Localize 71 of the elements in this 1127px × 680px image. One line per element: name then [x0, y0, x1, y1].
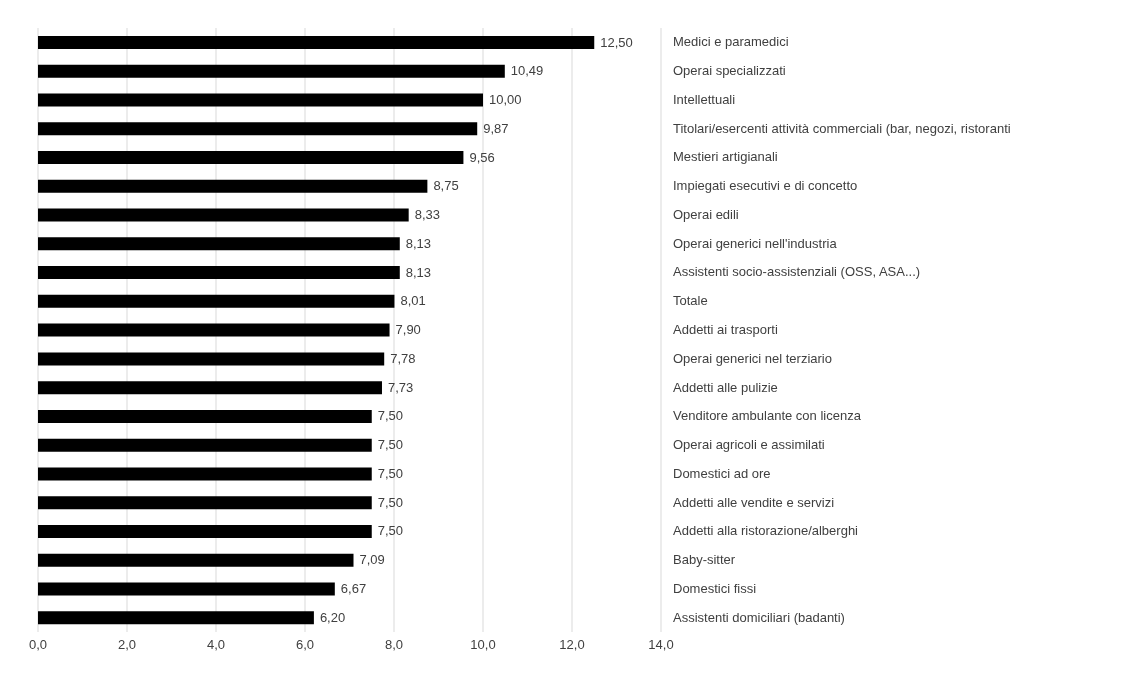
- bar: [38, 553, 354, 567]
- bar: [38, 524, 372, 538]
- data-label: 7,73: [387, 379, 414, 395]
- y-tick-label: Assistenti domiciliari (badanti): [673, 609, 845, 625]
- y-tick-label: Mestieri artigianali: [673, 149, 778, 165]
- data-label: 7,50: [377, 437, 404, 453]
- data-label: 7,09: [359, 552, 385, 568]
- x-tick-label: 4,0: [206, 637, 226, 653]
- y-tick-label: Venditore ambulante con licenza: [673, 408, 862, 424]
- bar: [38, 237, 400, 251]
- y-tick-label: Addetti alle pulizie: [673, 379, 778, 395]
- y-tick-label: Addetti alle vendite e servizi: [673, 494, 835, 510]
- data-label: 9,56: [469, 149, 495, 165]
- y-tick-label: Addetti alla ristorazione/alberghi: [673, 523, 859, 539]
- x-tick-label: 0,0: [28, 637, 48, 653]
- y-tick-label: Operai agricoli e assimilati: [673, 437, 825, 453]
- bar: [38, 64, 505, 78]
- y-tick-label: Medici e paramedici: [673, 34, 789, 50]
- data-label: 9,87: [483, 120, 509, 136]
- data-label: 7,50: [377, 408, 404, 424]
- bar: [38, 323, 390, 337]
- x-tick-label: 2,0: [117, 637, 137, 653]
- y-tick-label: Addetti ai trasporti: [673, 322, 778, 337]
- y-tick-label: Domestici fissi: [673, 580, 757, 596]
- y-tick-label: Intellettuali: [673, 91, 736, 107]
- x-tick-label: 12,0: [559, 637, 585, 653]
- data-label: 8,01: [400, 293, 426, 309]
- data-label: 7,50: [377, 465, 404, 481]
- bar: [38, 381, 382, 395]
- y-tick-label: Operai generici nel terziario: [673, 350, 832, 366]
- y-tick-label: Operai generici nell'industria: [673, 235, 838, 251]
- bar: [38, 611, 314, 625]
- data-label: 6,67: [340, 580, 367, 596]
- y-tick-label: Baby-sitter: [673, 552, 736, 568]
- data-label: 7,78: [390, 350, 416, 366]
- bar: [38, 352, 385, 366]
- y-tick-label: Operai specializzati: [673, 63, 786, 79]
- bar: [38, 36, 595, 49]
- bar: [38, 266, 400, 280]
- y-tick-label: Assistenti socio-assistenziali (OSS, ASA...): [673, 264, 921, 280]
- x-tick-label: 6,0: [295, 637, 315, 653]
- y-tick-label: Operai edili: [673, 206, 739, 222]
- data-label: 8,13: [405, 235, 432, 251]
- bar: [38, 208, 409, 222]
- x-tick-label: 10,0: [470, 637, 496, 653]
- bar: [38, 294, 395, 308]
- bar: [38, 179, 428, 193]
- y-tick-label: Domestici ad ore: [673, 465, 771, 481]
- data-label: 10,00: [489, 92, 522, 108]
- y-tick-label: Titolari/esercenti attività commerciali (bar, negozi, ristoranti: [673, 120, 1011, 136]
- data-label: 10,49: [510, 63, 544, 79]
- data-label: 8,75: [433, 178, 459, 194]
- data-label: 7,50: [377, 494, 404, 510]
- bar: [38, 467, 372, 481]
- data-label: 7,90: [395, 322, 421, 338]
- bar: [38, 496, 372, 510]
- data-label: 7,50: [377, 523, 404, 539]
- data-label: 12,50: [600, 34, 633, 50]
- y-tick-label: Impiegati esecutivi e di concetto: [673, 178, 858, 194]
- data-label: 8,13: [405, 264, 432, 280]
- y-tick-label: Totale: [673, 293, 708, 309]
- data-label: 6,20: [319, 609, 346, 625]
- bar: [38, 438, 372, 452]
- x-tick-label: 14,0: [648, 637, 674, 653]
- x-tick-label: 8,0: [384, 637, 404, 653]
- bar: [38, 122, 478, 136]
- data-label: 8,33: [414, 207, 440, 223]
- bar: [38, 409, 372, 423]
- bar: [38, 93, 483, 107]
- bar: [38, 582, 335, 596]
- bar: [38, 151, 464, 165]
